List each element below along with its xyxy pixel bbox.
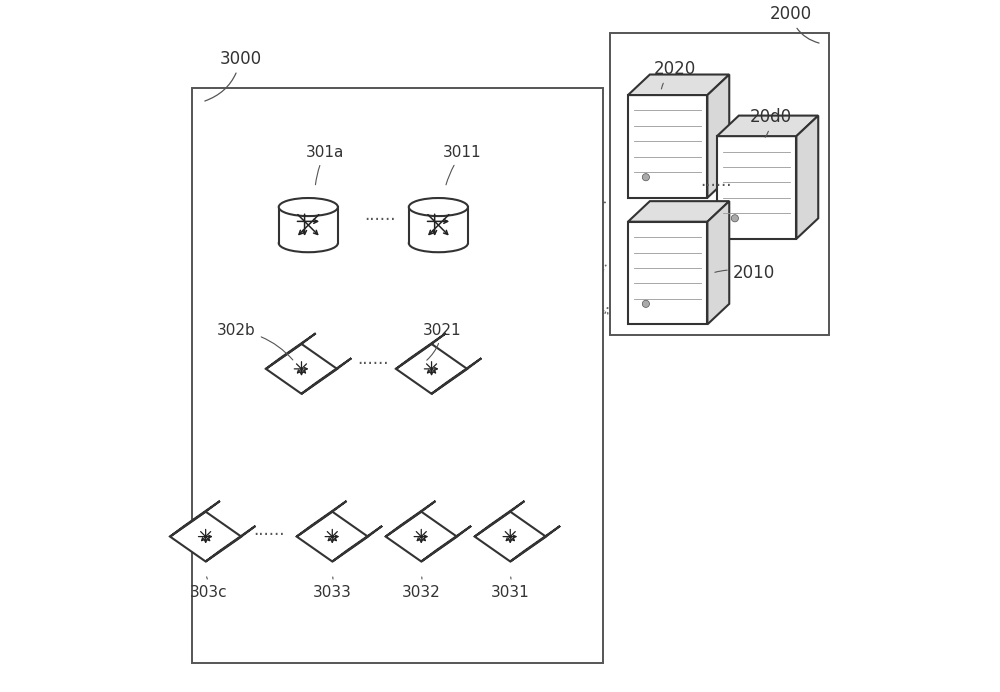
Polygon shape <box>628 221 707 325</box>
Text: ......: ...... <box>358 349 389 367</box>
Circle shape <box>642 174 649 181</box>
Text: 3021: 3021 <box>423 323 461 361</box>
Polygon shape <box>396 334 446 369</box>
Ellipse shape <box>409 198 468 216</box>
Ellipse shape <box>409 234 468 252</box>
Text: 3011: 3011 <box>443 145 482 185</box>
Text: 2020: 2020 <box>653 60 696 89</box>
Text: ......: ...... <box>254 521 285 539</box>
Text: 301a: 301a <box>306 145 345 185</box>
Text: 2010: 2010 <box>715 264 775 282</box>
Text: ......: ...... <box>364 206 396 224</box>
Polygon shape <box>297 501 347 536</box>
Circle shape <box>731 215 738 222</box>
Polygon shape <box>717 136 796 239</box>
FancyBboxPatch shape <box>610 33 829 335</box>
Polygon shape <box>266 344 337 394</box>
Text: 2000: 2000 <box>769 5 819 43</box>
Polygon shape <box>170 511 241 561</box>
Text: 3031: 3031 <box>491 577 530 599</box>
Polygon shape <box>301 358 351 394</box>
FancyBboxPatch shape <box>192 88 603 663</box>
Polygon shape <box>628 201 729 221</box>
Polygon shape <box>386 511 457 561</box>
Polygon shape <box>796 116 818 239</box>
Bar <box>409 207 468 243</box>
Bar <box>279 207 338 243</box>
Ellipse shape <box>279 234 338 252</box>
Text: ......: ...... <box>700 172 731 190</box>
Text: 3032: 3032 <box>402 577 441 599</box>
Circle shape <box>642 300 649 307</box>
Polygon shape <box>332 526 382 561</box>
Polygon shape <box>421 526 471 561</box>
Polygon shape <box>707 201 729 325</box>
Polygon shape <box>628 75 729 95</box>
Text: 3033: 3033 <box>313 577 352 599</box>
Polygon shape <box>628 95 707 198</box>
Text: 3000: 3000 <box>205 50 261 101</box>
Text: 302b: 302b <box>217 323 293 360</box>
Polygon shape <box>266 334 316 369</box>
Polygon shape <box>386 501 436 536</box>
Polygon shape <box>707 75 729 198</box>
Text: 303c: 303c <box>190 577 228 599</box>
Polygon shape <box>475 501 525 536</box>
Ellipse shape <box>279 198 338 216</box>
Polygon shape <box>396 344 467 394</box>
Polygon shape <box>717 116 818 136</box>
Text: 20d0: 20d0 <box>749 108 791 137</box>
Polygon shape <box>432 358 481 394</box>
Polygon shape <box>297 511 368 561</box>
Polygon shape <box>510 526 560 561</box>
Polygon shape <box>170 501 220 536</box>
Polygon shape <box>206 526 255 561</box>
Polygon shape <box>475 511 546 561</box>
